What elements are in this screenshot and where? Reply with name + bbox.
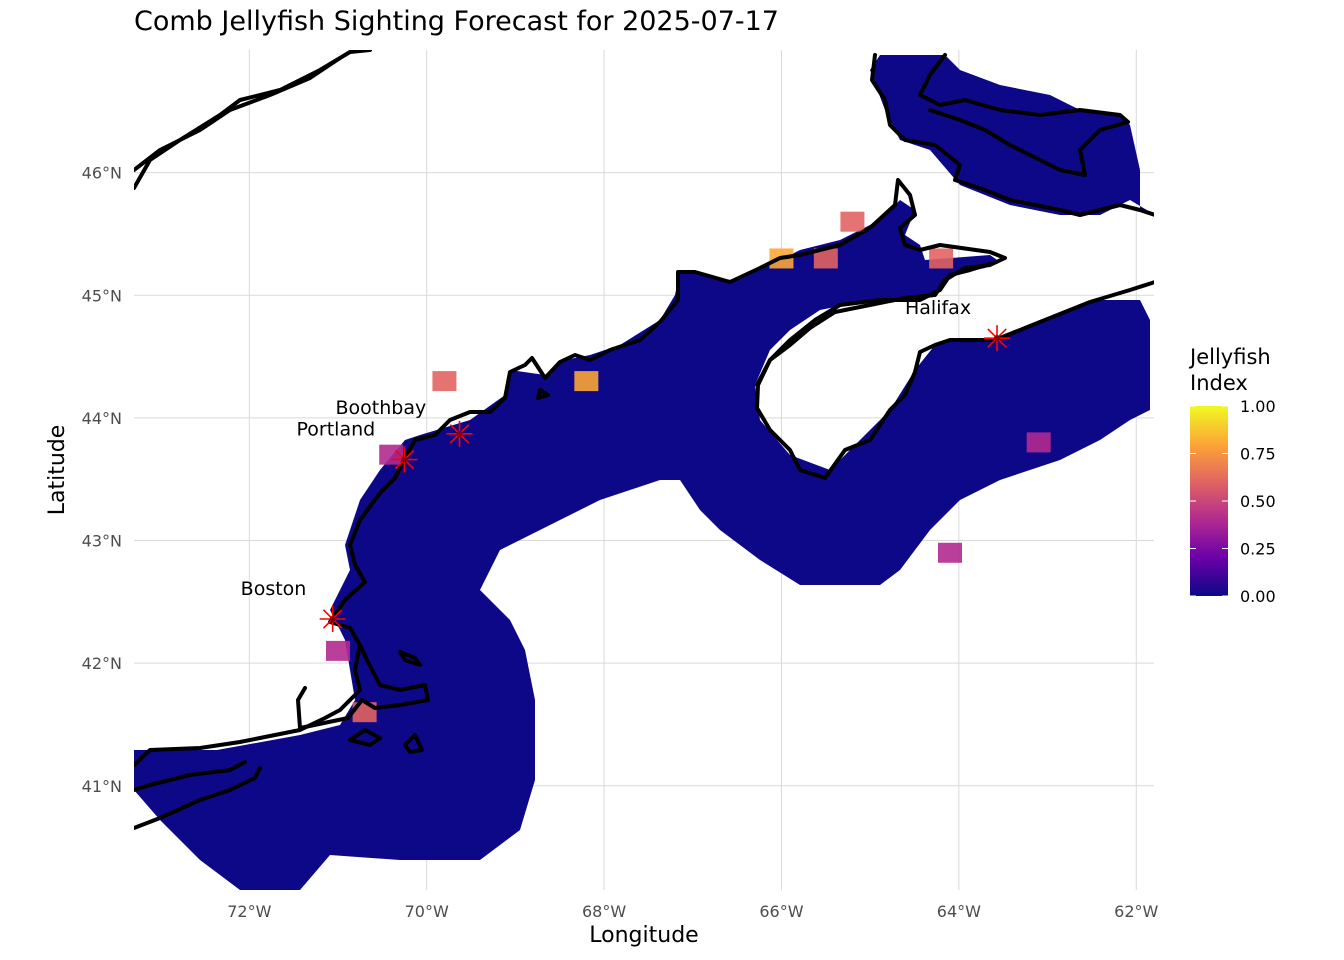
legend-title-line1: Jellyfish bbox=[1188, 345, 1271, 369]
y-tick-label: 46°N bbox=[82, 164, 122, 183]
coastline-nova-scotia bbox=[755, 262, 992, 387]
y-tick-label: 44°N bbox=[82, 409, 122, 428]
coastline-gulf-of-maine bbox=[134, 178, 1154, 767]
city-label: Halifax bbox=[905, 297, 971, 319]
hotspot-cell bbox=[1026, 432, 1051, 453]
legend-tick-label: 1.00 bbox=[1240, 397, 1276, 416]
legend-colorbar bbox=[1190, 406, 1228, 596]
legend-title-line2: Index bbox=[1190, 371, 1248, 395]
x-tick-label: 62°W bbox=[1114, 902, 1158, 921]
x-axis-title: Longitude bbox=[589, 923, 698, 948]
x-tick-label: 70°W bbox=[405, 902, 449, 921]
gulf-of-maine-water bbox=[134, 200, 1150, 890]
legend-ticks: 1.00 0.75 0.50 0.25 0.00 bbox=[1190, 397, 1276, 606]
hotspot-cell bbox=[326, 640, 350, 661]
x-tick-label: 66°W bbox=[759, 902, 803, 921]
y-tick-label: 42°N bbox=[82, 654, 122, 673]
legend-tick-label: 0.50 bbox=[1240, 492, 1276, 511]
x-tick-label: 72°W bbox=[227, 902, 271, 921]
y-axis-ticks: 41°N 42°N 43°N 44°N 45°N 46°N bbox=[82, 164, 122, 796]
hotspot-cell bbox=[938, 542, 962, 563]
hotspot-cell bbox=[840, 211, 865, 232]
city-marker-boothbay bbox=[446, 420, 473, 447]
coastline bbox=[134, 50, 1154, 830]
x-axis-ticks: 72°W 70°W 68°W 66°W 64°W 62°W bbox=[227, 902, 1158, 921]
coastline-northwest bbox=[134, 50, 372, 190]
city-marker-boston bbox=[319, 605, 346, 632]
y-tick-label: 45°N bbox=[82, 286, 122, 305]
hotspot-cell bbox=[929, 248, 954, 269]
legend-tick-label: 0.25 bbox=[1240, 540, 1276, 559]
jellyfish-index-field bbox=[134, 55, 1154, 890]
legend-tick-label: 0.00 bbox=[1240, 587, 1276, 606]
hotspot-cell bbox=[432, 371, 457, 392]
y-axis-title: Latitude bbox=[45, 425, 70, 516]
city-label: Boston bbox=[241, 578, 307, 600]
city-label: Portland bbox=[297, 419, 376, 441]
legend-tick-label: 0.75 bbox=[1240, 445, 1276, 464]
city-marker-halifax bbox=[984, 325, 1011, 352]
coastline-islands bbox=[348, 388, 550, 754]
hotspot-cell bbox=[813, 248, 838, 269]
y-tick-label: 43°N bbox=[82, 532, 122, 551]
x-tick-label: 68°W bbox=[582, 902, 626, 921]
city-label: Boothbay bbox=[336, 397, 427, 419]
page-title: Comb Jellyfish Sighting Forecast for 202… bbox=[134, 6, 779, 37]
gulf-of-st-lawrence-water bbox=[870, 55, 1154, 215]
city-marker-portland bbox=[391, 446, 418, 473]
legend: Jellyfish Index 1.00 0.75 0.50 0.25 0.00 bbox=[1188, 345, 1276, 606]
hotspot-cell bbox=[574, 371, 599, 392]
coastline-cape-cod bbox=[296, 643, 430, 730]
y-tick-label: 41°N bbox=[82, 777, 122, 796]
coastline-long-island bbox=[134, 760, 262, 830]
coastline-pei-cape-breton bbox=[870, 53, 1154, 217]
x-tick-label: 64°W bbox=[937, 902, 981, 921]
